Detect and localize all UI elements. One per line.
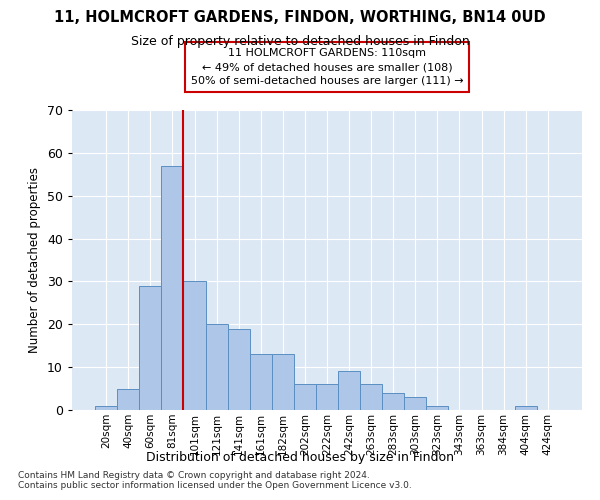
Text: 11 HOLMCROFT GARDENS: 110sqm
← 49% of detached houses are smaller (108)
50% of s: 11 HOLMCROFT GARDENS: 110sqm ← 49% of de… (191, 48, 463, 86)
Y-axis label: Number of detached properties: Number of detached properties (28, 167, 41, 353)
Bar (227, 328, 250, 410)
Bar (360, 384, 382, 410)
Bar (206, 324, 227, 410)
Bar (117, 388, 139, 410)
Bar (95, 406, 117, 410)
Bar (294, 384, 316, 410)
Bar (404, 397, 427, 410)
Text: Distribution of detached houses by size in Findon: Distribution of detached houses by size … (146, 451, 454, 464)
Text: 11, HOLMCROFT GARDENS, FINDON, WORTHING, BN14 0UD: 11, HOLMCROFT GARDENS, FINDON, WORTHING,… (54, 10, 546, 25)
Bar (382, 393, 404, 410)
Bar (338, 372, 360, 410)
Bar (515, 406, 537, 410)
Bar (272, 354, 294, 410)
Text: Size of property relative to detached houses in Findon: Size of property relative to detached ho… (131, 35, 469, 48)
Bar (139, 286, 161, 410)
Bar (184, 282, 206, 410)
Bar (250, 354, 272, 410)
Bar (161, 166, 184, 410)
Text: Contains HM Land Registry data © Crown copyright and database right 2024.
Contai: Contains HM Land Registry data © Crown c… (18, 470, 412, 490)
Bar (427, 406, 448, 410)
Bar (316, 384, 338, 410)
